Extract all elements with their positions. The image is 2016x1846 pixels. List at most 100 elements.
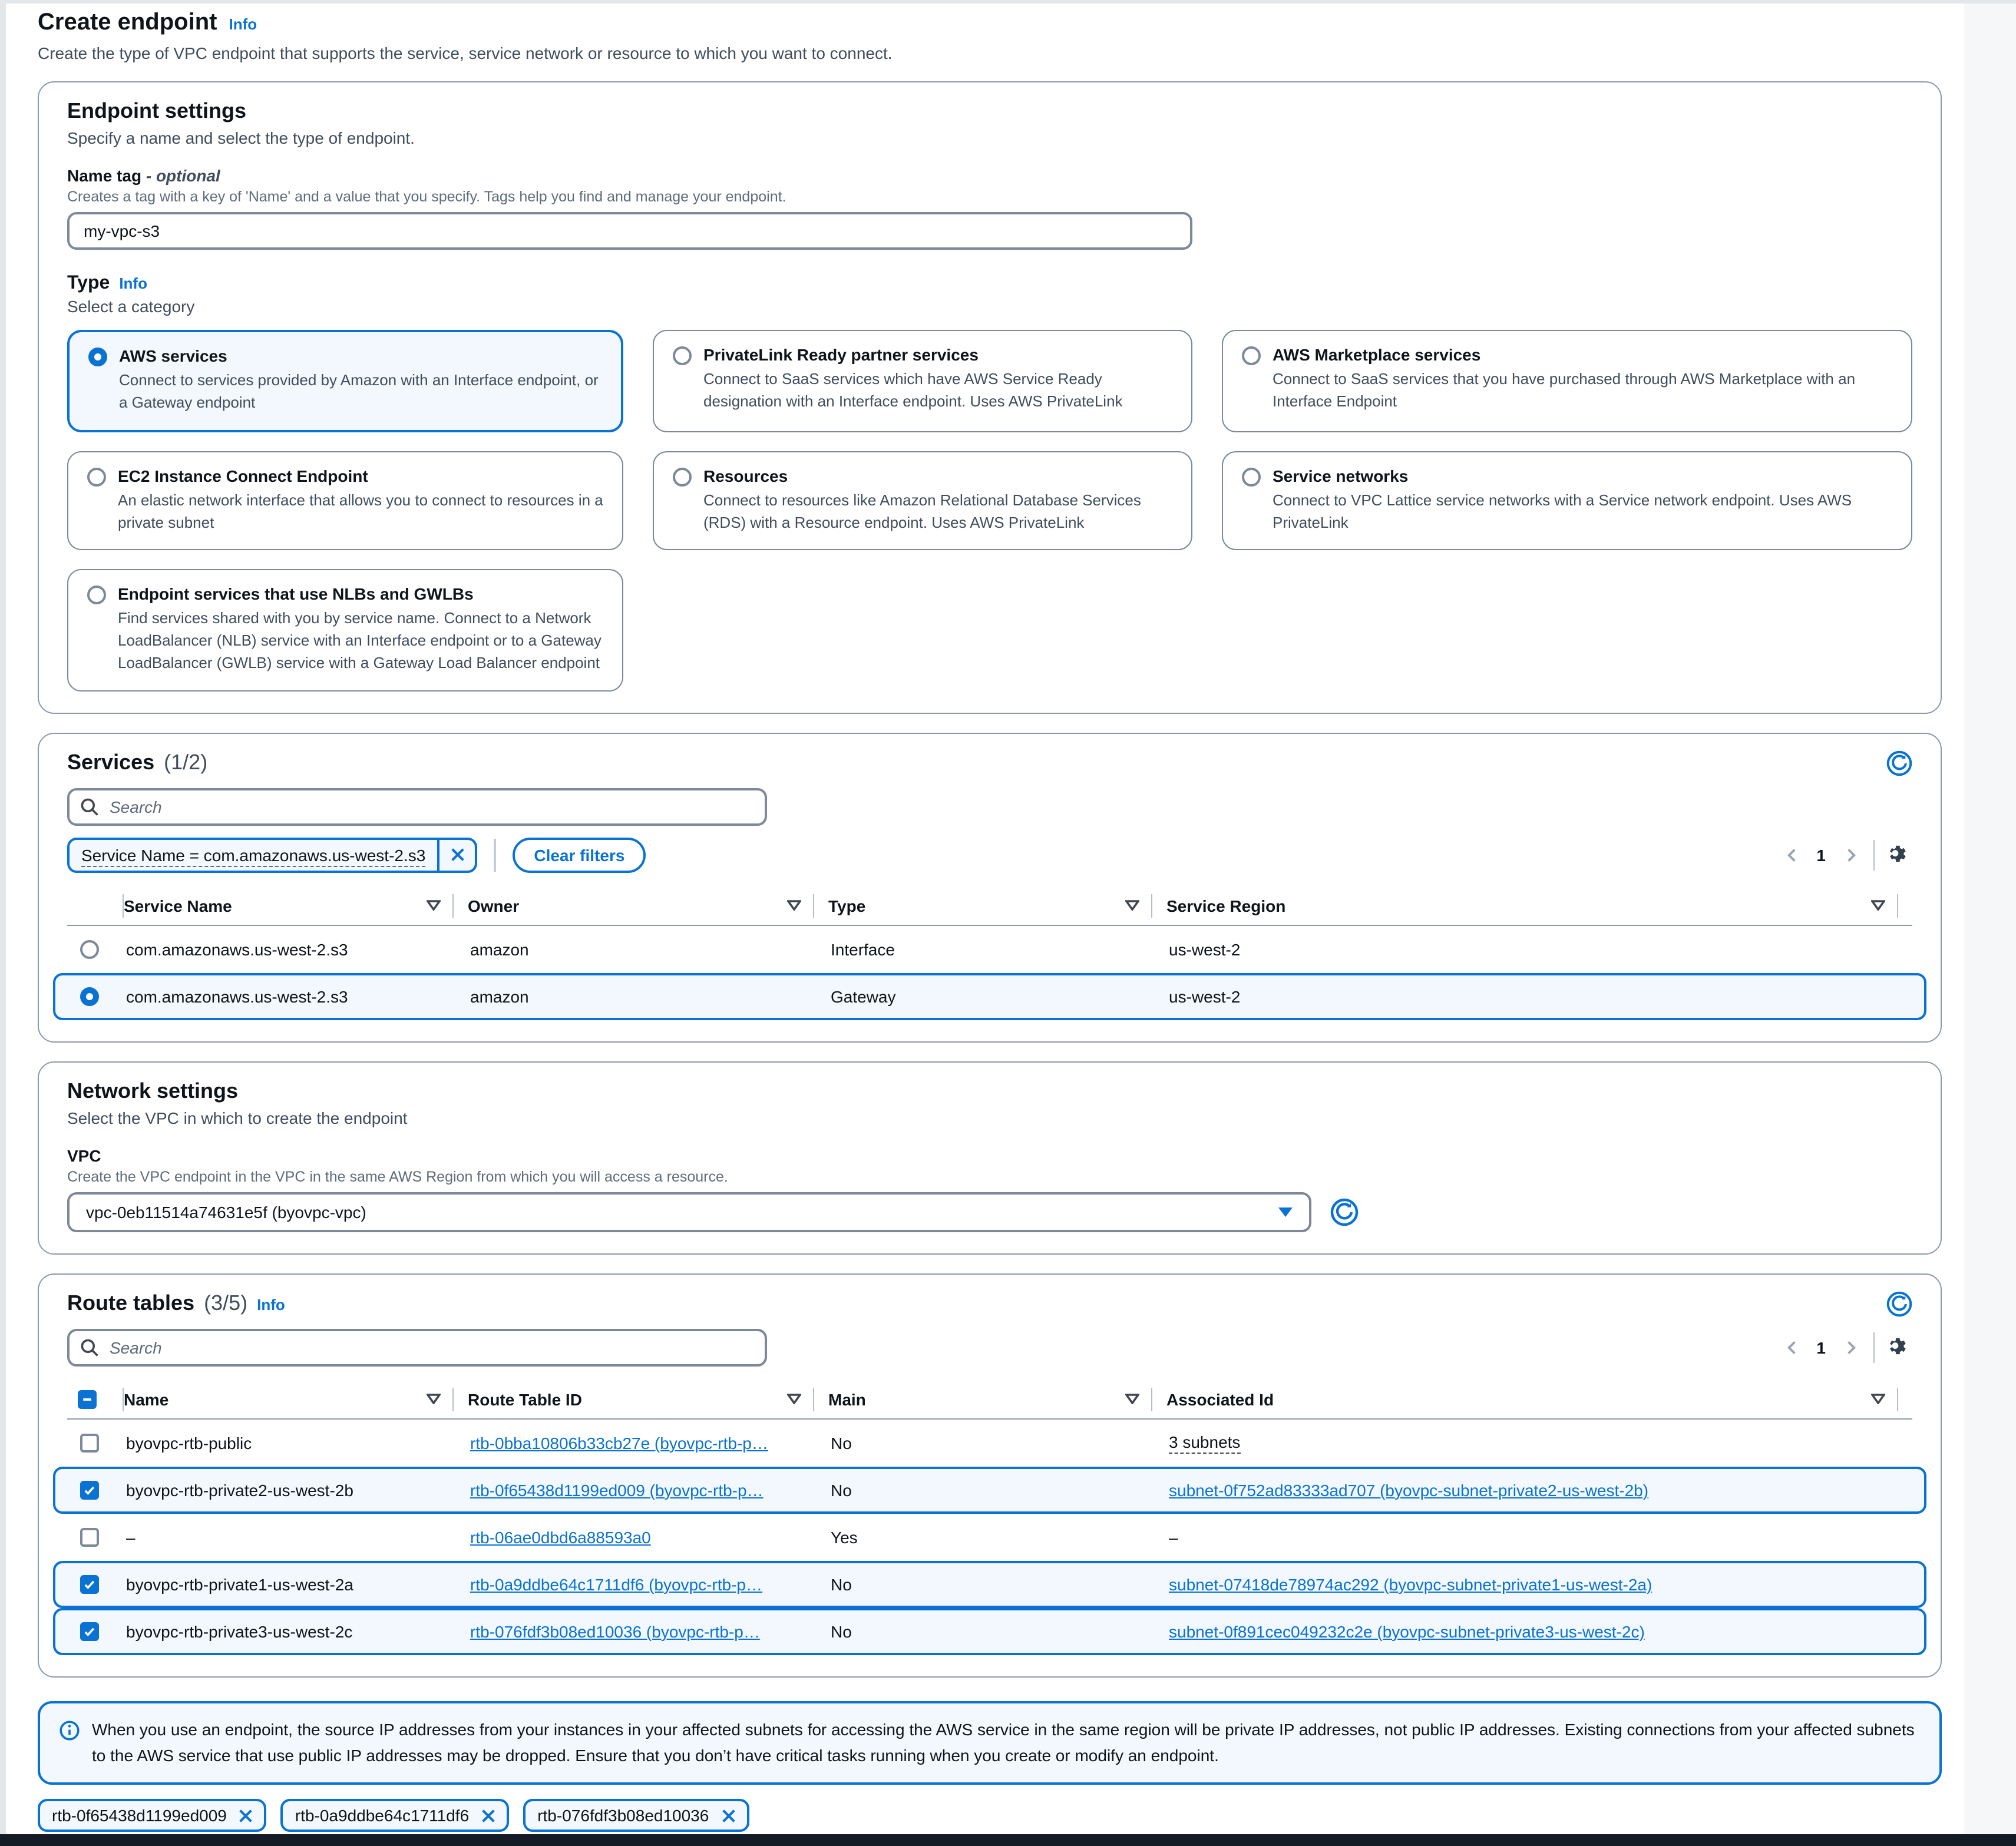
route-table-id-link[interactable]: rtb-06ae0dbd6a88593a0 bbox=[470, 1527, 651, 1547]
row-checkbox-checked[interactable] bbox=[80, 1622, 99, 1641]
page-info-link[interactable]: Info bbox=[229, 15, 257, 33]
check-icon bbox=[84, 1580, 95, 1589]
subnet-link[interactable]: subnet-0f752ad83333ad707 (byovpc-subnet-… bbox=[1169, 1480, 1649, 1500]
services-pagination: 1 bbox=[1783, 846, 1859, 865]
name-tag-help: Creates a tag with a key of 'Name' and a… bbox=[67, 188, 786, 205]
services-table-row-selected[interactable]: com.amazonaws.us-west-2.s3 amazon Gatewa… bbox=[53, 972, 1926, 1020]
tile-service-networks[interactable]: Service networks Connect to VPC Lattice … bbox=[1222, 451, 1912, 551]
vpc-help: Create the VPC endpoint in the VPC in th… bbox=[67, 1168, 728, 1185]
sort-icon bbox=[1125, 901, 1139, 911]
route-tables-title: Route tables bbox=[67, 1291, 195, 1315]
name-tag-input[interactable] bbox=[67, 212, 1192, 250]
previous-page-button[interactable] bbox=[1783, 847, 1800, 864]
services-preferences-button[interactable] bbox=[1889, 843, 1912, 867]
type-info-link[interactable]: Info bbox=[119, 274, 147, 292]
column-header-service-name[interactable]: Service Name bbox=[124, 894, 454, 918]
radio-selected-icon bbox=[88, 348, 107, 366]
check-icon bbox=[84, 1627, 95, 1636]
sort-icon bbox=[427, 901, 441, 911]
minus-icon bbox=[83, 1398, 91, 1401]
token-dismiss-button[interactable] bbox=[721, 1808, 736, 1824]
vpc-refresh-button[interactable] bbox=[1330, 1198, 1359, 1226]
tile-endpoint-services-nlb-gwlb[interactable]: Endpoint services that use NLBs and GWLB… bbox=[67, 569, 623, 692]
services-page-number[interactable]: 1 bbox=[1816, 845, 1826, 865]
route-table-row-selected[interactable]: byovpc-rtb-private1-us-west-2a rtb-0a9dd… bbox=[53, 1560, 1926, 1608]
route-table-id-link[interactable]: rtb-076fdf3b08ed10036 (byovpc-rtb-p… bbox=[470, 1622, 760, 1641]
next-page-button[interactable] bbox=[1842, 847, 1859, 864]
selection-column-header bbox=[67, 894, 124, 918]
tile-resources[interactable]: Resources Connect to resources like Amaz… bbox=[653, 451, 1192, 551]
close-icon bbox=[451, 849, 464, 862]
route-table-row[interactable]: byovpc-rtb-public rtb-0bba10806b33cb27e … bbox=[53, 1420, 1926, 1467]
page-right-gutter bbox=[1964, 4, 2016, 1846]
route-table-row-selected[interactable]: byovpc-rtb-private3-us-west-2c rtb-076fd… bbox=[53, 1607, 1926, 1655]
row-radio[interactable] bbox=[80, 940, 99, 960]
next-page-button[interactable] bbox=[1842, 1339, 1859, 1356]
route-table-id-link[interactable]: rtb-0a9ddbe64c1711df6 (byovpc-rtb-p… bbox=[470, 1574, 763, 1594]
token-dismiss-button[interactable] bbox=[239, 1808, 254, 1824]
endpoint-settings-description: Specify a name and select the type of en… bbox=[67, 128, 415, 147]
column-header-associated-id[interactable]: Associated Id bbox=[1166, 1387, 1898, 1411]
column-header-owner[interactable]: Owner bbox=[468, 894, 814, 918]
route-table-id-link[interactable]: rtb-0bba10806b33cb27e (byovpc-rtb-p… bbox=[470, 1433, 768, 1453]
radio-icon bbox=[1242, 346, 1261, 365]
filter-token-dismiss-button[interactable] bbox=[437, 839, 475, 871]
network-settings-title: Network settings bbox=[67, 1079, 239, 1103]
services-search-input[interactable] bbox=[67, 788, 767, 826]
row-checkbox[interactable] bbox=[80, 1433, 99, 1453]
type-description: Select a category bbox=[67, 297, 195, 316]
column-header-service-region[interactable]: Service Region bbox=[1166, 894, 1898, 918]
services-counter: (1/2) bbox=[164, 750, 208, 774]
row-checkbox-checked[interactable] bbox=[80, 1480, 99, 1500]
column-header-main[interactable]: Main bbox=[828, 1387, 1152, 1411]
route-table-row[interactable]: – rtb-06ae0dbd6a88593a0 Yes – bbox=[53, 1514, 1926, 1561]
route-table-id-link[interactable]: rtb-0f65438d1199ed009 (byovpc-rtb-p… bbox=[470, 1480, 764, 1500]
route-table-row-selected[interactable]: byovpc-rtb-private2-us-west-2b rtb-0f654… bbox=[53, 1466, 1926, 1514]
endpoint-settings-title: Endpoint settings bbox=[67, 99, 246, 123]
network-settings-card: Network settings Select the VPC in which… bbox=[38, 1061, 1942, 1255]
gear-icon bbox=[1890, 1338, 1906, 1354]
previous-page-button[interactable] bbox=[1783, 1339, 1800, 1356]
column-header-route-table-id[interactable]: Route Table ID bbox=[468, 1387, 814, 1411]
tile-privatelink-partner-services[interactable]: PrivateLink Ready partner services Conne… bbox=[653, 330, 1192, 432]
sort-icon bbox=[1125, 1394, 1139, 1405]
endpoint-settings-card: Endpoint settings Specify a name and sel… bbox=[38, 81, 1942, 714]
column-header-name[interactable]: Name bbox=[124, 1387, 454, 1411]
selected-route-table-tokens: rtb-0f65438d1199ed009 rtb-0a9ddbe64c1711… bbox=[38, 1799, 1942, 1832]
row-checkbox-checked[interactable] bbox=[80, 1574, 99, 1594]
sort-icon bbox=[1871, 1394, 1885, 1405]
route-table-token: rtb-0f65438d1199ed009 bbox=[38, 1799, 267, 1832]
vpc-label: VPC bbox=[67, 1146, 101, 1165]
column-header-type[interactable]: Type bbox=[828, 894, 1152, 918]
subnet-link[interactable]: subnet-07418de78974ac292 (byovpc-subnet-… bbox=[1169, 1574, 1653, 1594]
services-refresh-button[interactable] bbox=[1886, 750, 1912, 776]
services-card: Services (1/2) bbox=[38, 732, 1942, 1043]
tile-aws-marketplace-services[interactable]: AWS Marketplace services Connect to SaaS… bbox=[1222, 330, 1912, 432]
chevron-left-icon bbox=[1787, 848, 1796, 862]
route-tables-search bbox=[67, 1328, 767, 1367]
search-icon bbox=[81, 798, 98, 816]
services-table-row[interactable]: com.amazonaws.us-west-2.s3 amazon Interf… bbox=[53, 926, 1926, 973]
window-top-edge bbox=[0, 0, 2016, 4]
sort-icon bbox=[427, 1394, 441, 1405]
route-tables-info-link[interactable]: Info bbox=[257, 1295, 285, 1314]
tile-ec2-instance-connect[interactable]: EC2 Instance Connect Endpoint An elastic… bbox=[67, 451, 623, 551]
route-tables-preferences-button[interactable] bbox=[1889, 1336, 1912, 1359]
divider bbox=[1873, 839, 1875, 871]
clear-filters-button[interactable]: Clear filters bbox=[513, 837, 646, 873]
tile-aws-services[interactable]: AWS services Connect to services provide… bbox=[67, 330, 623, 432]
subnet-link[interactable]: subnet-0f891cec049232c2e (byovpc-subnet-… bbox=[1169, 1622, 1645, 1641]
vpc-select[interactable]: vpc-0eb11514a74631e5f (byovpc-vpc) bbox=[67, 1192, 1311, 1232]
subnet-count-link[interactable]: 3 subnets bbox=[1169, 1432, 1241, 1454]
route-tables-pagination: 1 bbox=[1783, 1338, 1859, 1357]
gear-icon bbox=[1890, 845, 1906, 862]
check-icon bbox=[84, 1486, 95, 1495]
route-tables-refresh-button[interactable] bbox=[1886, 1291, 1912, 1317]
route-tables-search-input[interactable] bbox=[67, 1328, 767, 1367]
row-radio-selected[interactable] bbox=[80, 987, 99, 1007]
type-category-tiles: AWS services Connect to services provide… bbox=[67, 330, 1912, 692]
token-dismiss-button[interactable] bbox=[481, 1808, 496, 1824]
select-all-checkbox-indeterminate[interactable] bbox=[78, 1390, 97, 1409]
route-tables-page-number[interactable]: 1 bbox=[1816, 1338, 1826, 1357]
row-checkbox[interactable] bbox=[80, 1527, 99, 1547]
